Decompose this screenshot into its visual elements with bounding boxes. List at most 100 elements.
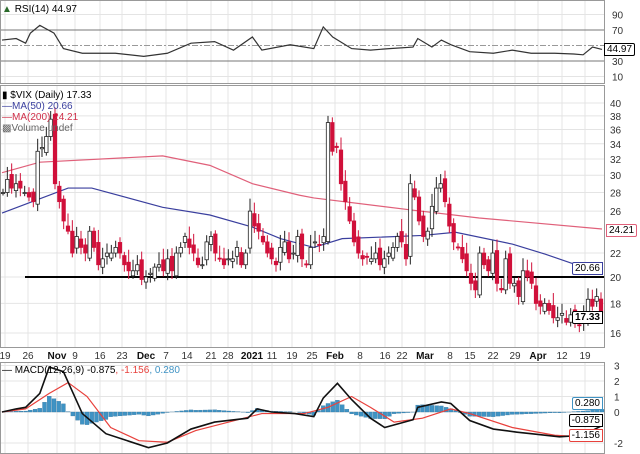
candle-body (57, 185, 62, 203)
macd-hist-value: 0.280 (154, 365, 180, 376)
candle-body (468, 272, 474, 284)
macd-histogram-bar (340, 404, 345, 413)
macd-histogram-bar (51, 398, 57, 413)
candle-body (91, 230, 97, 248)
candle-body (265, 241, 270, 254)
macd-histogram-bar (108, 411, 113, 417)
date-label: Feb (326, 351, 344, 362)
macd-histogram-bar (510, 411, 515, 415)
price-axis-label: 40 (610, 99, 622, 110)
macd-histogram-bar (495, 411, 501, 417)
macd-histogram-bar (32, 409, 38, 413)
candle-body (282, 241, 287, 253)
candle-body (494, 250, 500, 284)
macd-axis-label: 0 (614, 408, 620, 419)
date-label: 16 (379, 351, 391, 362)
candle-body (308, 247, 313, 266)
macd-histogram-bar (401, 411, 406, 414)
candle-body (477, 252, 482, 296)
candle-body (525, 270, 530, 278)
candle-body (516, 280, 521, 297)
macd-line-icon: — (2, 365, 12, 376)
macd-histogram-bar (580, 410, 586, 413)
date-label: 21 (205, 351, 217, 362)
macd-histogram-bar (420, 404, 425, 413)
candle-body (35, 150, 40, 205)
candle-body (178, 247, 183, 254)
candle-body (299, 233, 305, 260)
candle-body (169, 255, 175, 272)
macd-histogram-bar (590, 410, 595, 413)
macd-histogram-bar (524, 411, 529, 415)
macd-histogram-bar (75, 411, 80, 421)
macd-histogram-bar (47, 396, 52, 413)
candle-body (343, 180, 348, 203)
macd-histogram-bar (103, 411, 109, 420)
macd-histogram-bar (117, 411, 123, 417)
ma200-label: MA(200) (12, 112, 51, 123)
candle-body (421, 215, 426, 237)
macd-histogram-bar (184, 410, 189, 413)
candle-body (126, 261, 131, 272)
price-axis-label: 38 (610, 112, 622, 123)
macd-histogram-bar (226, 410, 231, 413)
candle-body (464, 253, 469, 272)
date-label: Nov (48, 351, 67, 362)
date-label: 28 (222, 351, 234, 362)
candle-body (490, 252, 495, 274)
macd-histogram-bar (217, 410, 222, 413)
candle-body (208, 236, 214, 245)
ma50-value-tag: 20.66 (571, 262, 603, 275)
candle-body (100, 258, 105, 268)
macd-histogram-bar (174, 411, 179, 413)
macd-histogram-bar (349, 411, 354, 415)
macd-histogram-bar (127, 411, 132, 416)
macd-histogram-bar (538, 411, 543, 414)
rsi-value: 44.97 (51, 4, 77, 15)
price-axis-label: 22 (610, 249, 622, 260)
macd-histogram-bar (557, 411, 562, 413)
macd-axis-label: 2 (614, 377, 620, 388)
candle-body (304, 263, 309, 266)
macd-histogram-bar (14, 411, 19, 413)
candle-body (260, 235, 266, 243)
macd-histogram-bar (198, 409, 203, 413)
ma50-line-icon: — (2, 101, 12, 112)
candle-body (369, 258, 374, 262)
macd-histogram-bar (391, 411, 397, 414)
macd-histogram-bar (519, 411, 524, 415)
date-label: 8 (357, 351, 363, 362)
macd-histogram-bar (576, 411, 581, 413)
macd-histogram-bar (94, 411, 99, 423)
macd-histogram-bar (231, 411, 236, 413)
date-label: 15 (464, 351, 476, 362)
macd-histogram-bar (56, 401, 61, 413)
candle-body (135, 264, 140, 272)
candle-body (321, 236, 326, 244)
candle-body (473, 280, 478, 291)
price-axis-label: 26 (610, 207, 622, 218)
candle-body (295, 236, 300, 256)
macd-axis-label: 1 (614, 393, 620, 404)
candle-body (165, 258, 170, 274)
macd-hist-tag: 0.280 (571, 397, 603, 410)
candle-body (13, 183, 19, 192)
candle-body (143, 276, 149, 283)
rsi-axis-label: 10 (612, 73, 624, 84)
macd-line (1, 366, 603, 449)
macd-histogram-bar (89, 411, 94, 424)
candle-body (555, 317, 560, 321)
rsi-line (1, 24, 603, 57)
date-label: 22 (396, 351, 408, 362)
candle-body (48, 118, 53, 137)
macd-histogram-bar (136, 411, 142, 415)
macd-histogram-bar (505, 411, 510, 416)
candle-body (278, 247, 283, 263)
date-label: 9 (72, 351, 78, 362)
ma50-value: 20.66 (47, 101, 73, 112)
candle-body (156, 264, 162, 268)
candle-body (434, 187, 439, 212)
macd-histogram-bar (500, 411, 505, 416)
candle-body (26, 192, 32, 198)
